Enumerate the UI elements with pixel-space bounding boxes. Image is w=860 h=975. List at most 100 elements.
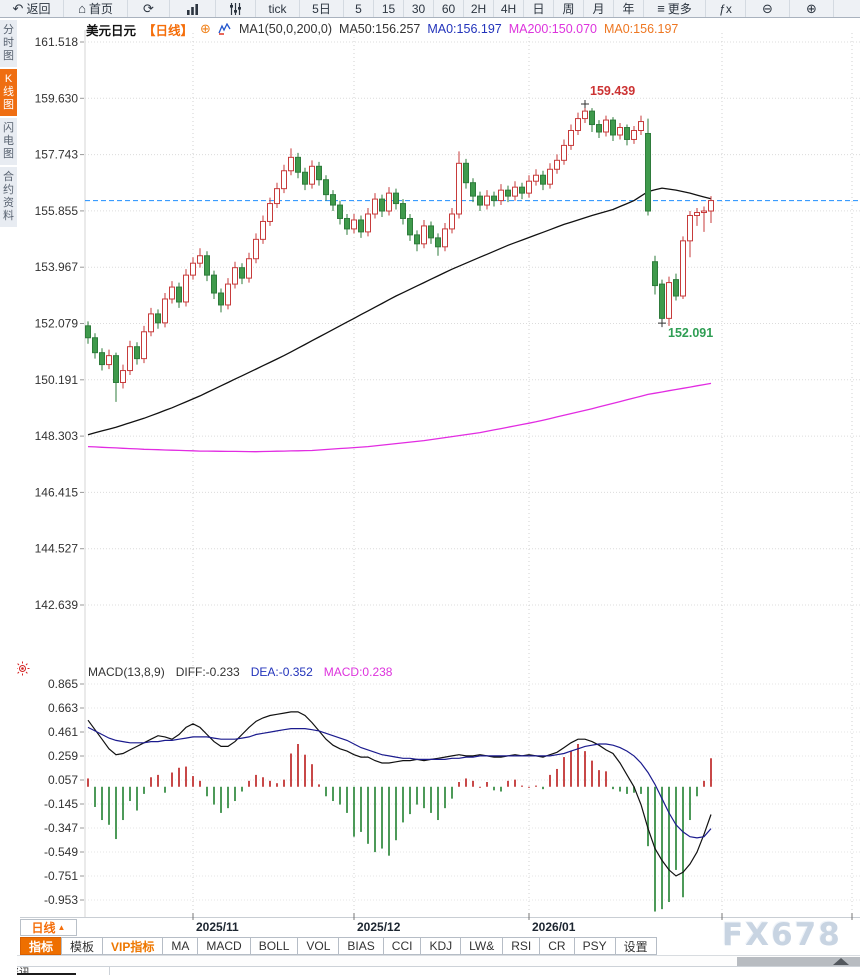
x-axis-month-label: 2025/11	[196, 920, 239, 934]
sidebar-item-time-chart[interactable]: 分时图	[0, 20, 17, 67]
ma-settings: MA1(50,0,200,0)	[238, 22, 333, 36]
scrollbar-thumb[interactable]	[737, 957, 860, 966]
mini-chart-icon[interactable]	[218, 23, 232, 35]
macd-pane[interactable]: 0.865 0.663 0.461 0.259 0.057 -0.145 -0.347 -0.…	[44, 677, 860, 907]
high-price-annotation: 159.439	[590, 84, 635, 98]
svg-text:153.967: 153.967	[35, 260, 79, 274]
indicator-tab-vip[interactable]: VIP指标	[102, 937, 164, 955]
toolbar-refresh-button[interactable]: ⟳	[128, 0, 170, 17]
period-label: 【日线】	[143, 23, 194, 38]
toolbar-period-month-label: 月	[592, 2, 605, 16]
indicator-tab-psy[interactable]: PSY	[573, 937, 616, 955]
indicator-tab-boll[interactable]: BOLL	[249, 937, 299, 955]
svg-text:0.259: 0.259	[48, 749, 78, 763]
svg-text:142.639: 142.639	[35, 598, 79, 612]
toolbar-period-week-button[interactable]: 周	[554, 0, 584, 17]
toolbar-tick-button[interactable]: tick	[256, 0, 300, 17]
toolbar-period-week-label: 周	[562, 2, 575, 16]
toolbar-zoom-out-button[interactable]: ⊖	[746, 0, 790, 17]
indicator-tab-ma[interactable]: MA	[162, 937, 199, 955]
toolbar-period-month-button[interactable]: 月	[584, 0, 614, 17]
svg-text:0.461: 0.461	[48, 725, 78, 739]
circle-plus-icon[interactable]: ⊕	[200, 21, 211, 36]
candlesticks	[85, 103, 714, 402]
x-axis-row: 日线 ▲ 2025/11 2025/12 2026/01	[0, 918, 860, 937]
horizontal-scrollbar[interactable]	[0, 955, 860, 966]
bottom-edge-strip	[0, 973, 76, 975]
bar-chart-icon	[186, 3, 198, 15]
svg-text:-0.347: -0.347	[44, 821, 78, 835]
toolbar-period-2h-label: 2H	[470, 1, 487, 16]
toolbar-period-4h-button[interactable]: 4H	[494, 0, 524, 17]
svg-text:-0.751: -0.751	[44, 869, 78, 883]
svg-text:-0.953: -0.953	[44, 893, 78, 907]
toolbar-zoom-in-button[interactable]: ⊕	[790, 0, 834, 17]
indicator-tab-[interactable]: 指标	[20, 937, 63, 955]
indicator-tab-lw[interactable]: LW&	[460, 937, 504, 955]
toolbar-fx-functions-button[interactable]: ƒx	[706, 0, 746, 17]
diff-line	[87, 711, 712, 877]
period-selector-label: 日线	[31, 921, 56, 935]
ma200-line	[87, 382, 712, 453]
indicator-tab-kdj[interactable]: KDJ	[420, 937, 462, 955]
indicator-tab-[interactable]: 设置	[614, 937, 657, 955]
toolbar-period-year-button[interactable]: 年	[614, 0, 644, 17]
svg-text:0.663: 0.663	[48, 701, 78, 715]
indicator-tab-vol[interactable]: VOL	[297, 937, 340, 955]
indicator-tab-bias[interactable]: BIAS	[338, 937, 384, 955]
symbol-name: 美元日元	[86, 23, 137, 38]
macd-header: MACD(13,8,9) DIFF:-0.233 DEA:-0.352 MACD…	[88, 664, 392, 679]
toolbar-period-15-button[interactable]: 15	[374, 0, 404, 17]
main-price-pane[interactable]: 161.518 159.630 157.743 155.855 153.967 152.0…	[35, 35, 860, 612]
toolbar-period-5d-button[interactable]: 5日	[300, 0, 344, 17]
indicator-tab-rsi[interactable]: RSI	[502, 937, 541, 955]
svg-text:-0.145: -0.145	[44, 797, 78, 811]
toolbar-period-30-button[interactable]: 30	[404, 0, 434, 17]
toolbar-home-label: 首页	[88, 2, 113, 16]
svg-text:0.057: 0.057	[48, 773, 78, 787]
sliders-icon	[230, 2, 241, 15]
ma50-line	[87, 187, 712, 436]
toolbar-indicator-settings-button[interactable]	[216, 0, 256, 17]
svg-text:146.415: 146.415	[35, 485, 79, 499]
sidebar-item-contract-info[interactable]: 合约资料	[0, 167, 17, 227]
svg-text:150.191: 150.191	[35, 373, 79, 387]
svg-text:155.855: 155.855	[35, 204, 79, 218]
toolbar-period-30-label: 30	[411, 1, 426, 16]
indicator-pane-icon[interactable]	[15, 661, 30, 681]
svg-text:161.518: 161.518	[35, 35, 79, 49]
indicator-toolbar: 指标 模板 VIP指标 MA MACD BOLL VOL BIAS CCI KDJ LW& RSI CR…	[20, 937, 657, 955]
indicator-tab-cci[interactable]: CCI	[382, 937, 422, 955]
news-tab[interactable]: 资讯	[0, 967, 110, 975]
indicator-tab-[interactable]: 模板	[61, 937, 104, 955]
toolbar-more-button[interactable]: ≡ 更多	[644, 0, 706, 17]
diff-value: DIFF:-0.233	[175, 664, 240, 679]
dea-line	[87, 726, 712, 839]
toolbar-back-button[interactable]: ↶ 返回	[0, 0, 64, 17]
bottom-tab-row: 资讯	[0, 966, 860, 975]
toolbar-period-60-button[interactable]: 60	[434, 0, 464, 17]
triangle-up-handle-icon[interactable]	[833, 958, 849, 965]
toolbar-period-day-button[interactable]: 日	[524, 0, 554, 17]
svg-text:-0.549: -0.549	[44, 845, 78, 859]
toolbar-more-label: 更多	[667, 2, 692, 16]
indicator-tab-cr[interactable]: CR	[539, 937, 575, 955]
toolbar-tick-label: tick	[268, 1, 287, 16]
period-selector-button[interactable]: 日线 ▲	[20, 919, 77, 936]
toolbar-period-5-button[interactable]: 5	[344, 0, 374, 17]
toolbar-period-2h-button[interactable]: 2H	[464, 0, 494, 17]
toolbar-chart-type-button[interactable]	[170, 0, 216, 17]
macd-histogram	[87, 743, 712, 912]
ma200-value: MA200:150.070	[508, 22, 597, 36]
indicator-tab-macd[interactable]: MACD	[197, 937, 251, 955]
toolbar-period-5d-label: 5日	[312, 2, 331, 16]
watermark: FX678	[722, 917, 842, 953]
triangle-up-icon: ▲	[57, 923, 66, 932]
toolbar-home-button[interactable]: ⌂ 首页	[64, 0, 128, 17]
svg-text:144.527: 144.527	[35, 542, 79, 556]
sidebar-item-lightning-chart[interactable]: 闪电图	[0, 118, 17, 165]
ma0-orange-value: MA0:156.197	[603, 22, 679, 36]
